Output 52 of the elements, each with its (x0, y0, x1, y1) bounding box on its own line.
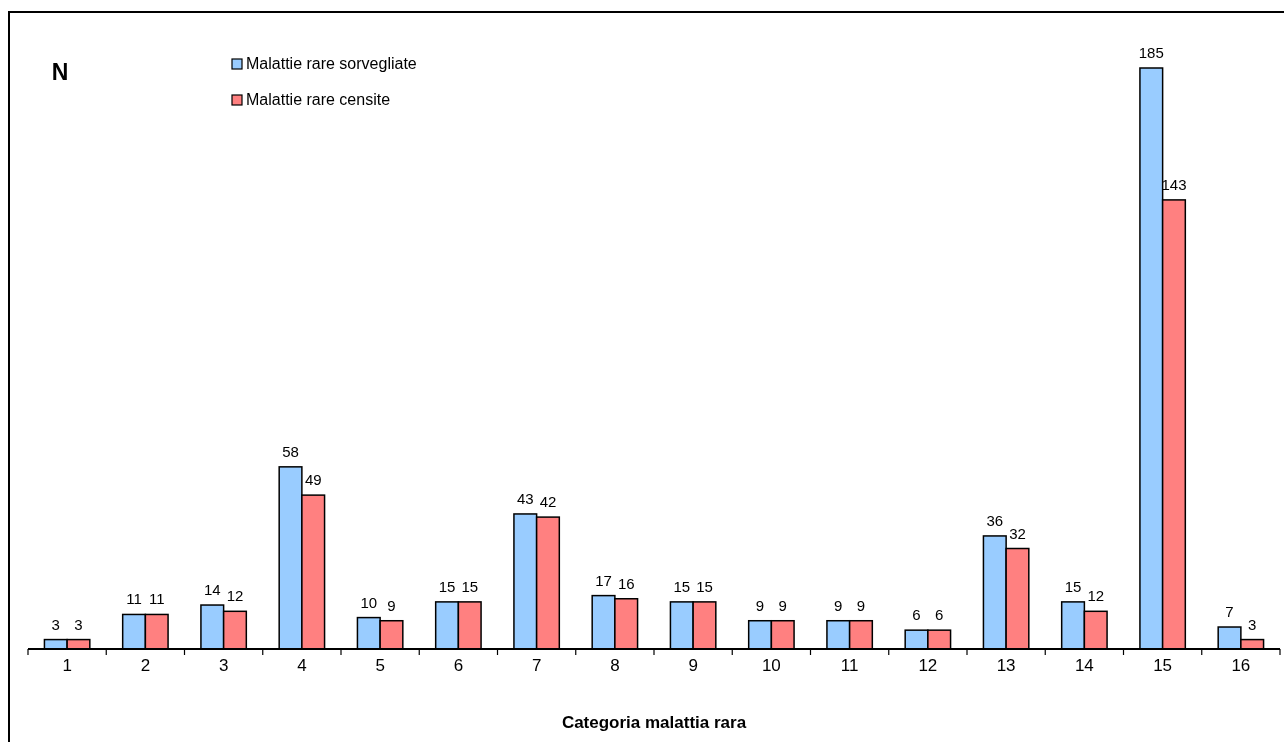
data-label: 7 (1225, 603, 1234, 621)
data-label: 3 (1248, 615, 1257, 633)
x-tick-label: 7 (531, 656, 542, 675)
data-label: 9 (755, 596, 765, 614)
x-tick-label: 6 (453, 656, 464, 675)
x-tick-label: 1 (62, 656, 72, 675)
data-label: 15 (461, 577, 479, 595)
data-label: 15 (1064, 577, 1082, 595)
data-label: 9 (387, 596, 396, 614)
data-label: 11 (126, 590, 142, 608)
data-label: 9 (834, 596, 843, 614)
data-label: 49 (304, 471, 322, 489)
x-tick-label: 5 (375, 656, 385, 675)
x-tick-label: 4 (297, 656, 307, 675)
data-label: 14 (203, 581, 221, 599)
data-label: 42 (539, 493, 557, 511)
data-label: 15 (438, 577, 456, 595)
data-label: 16 (617, 574, 635, 592)
data-label: 143 (1161, 175, 1187, 193)
data-label: 185 (1138, 44, 1164, 61)
data-label: 3 (51, 615, 60, 633)
x-axis-title: Categoria malattia rara (561, 713, 747, 732)
data-label: 15 (696, 577, 713, 595)
data-label: 3 (74, 615, 83, 633)
data-label: 9 (778, 596, 787, 614)
data-label: 6 (912, 606, 921, 624)
x-tick-label: 10 (761, 656, 781, 675)
data-label: 12 (1087, 587, 1105, 605)
x-tick-label: 16 (1231, 656, 1251, 675)
y-axis-title: N (51, 59, 69, 85)
data-label: 6 (935, 606, 944, 624)
x-tick-label: 9 (688, 656, 698, 675)
data-label: 15 (673, 577, 691, 595)
data-label: 12 (226, 587, 244, 605)
data-label: 32 (1009, 524, 1026, 542)
legend-label: Malattie rare censite (246, 91, 391, 109)
data-label: 10 (360, 593, 378, 611)
data-label: 9 (856, 596, 866, 614)
data-label: 17 (595, 571, 612, 589)
x-tick-label: 13 (996, 656, 1016, 675)
x-tick-label: 2 (140, 656, 151, 675)
x-tick-label: 3 (218, 656, 229, 675)
x-tick-label: 11 (840, 656, 859, 675)
data-label: 58 (282, 442, 299, 460)
legend-label: Malattie rare sorvegliate (246, 55, 417, 73)
x-tick-label: 12 (918, 656, 938, 675)
data-label: 43 (516, 489, 534, 507)
x-tick-label: 15 (1153, 656, 1173, 675)
data-label: 11 (148, 590, 165, 608)
x-tick-label: 8 (610, 656, 620, 675)
data-label: 36 (986, 511, 1004, 529)
x-tick-label: 14 (1074, 656, 1094, 675)
